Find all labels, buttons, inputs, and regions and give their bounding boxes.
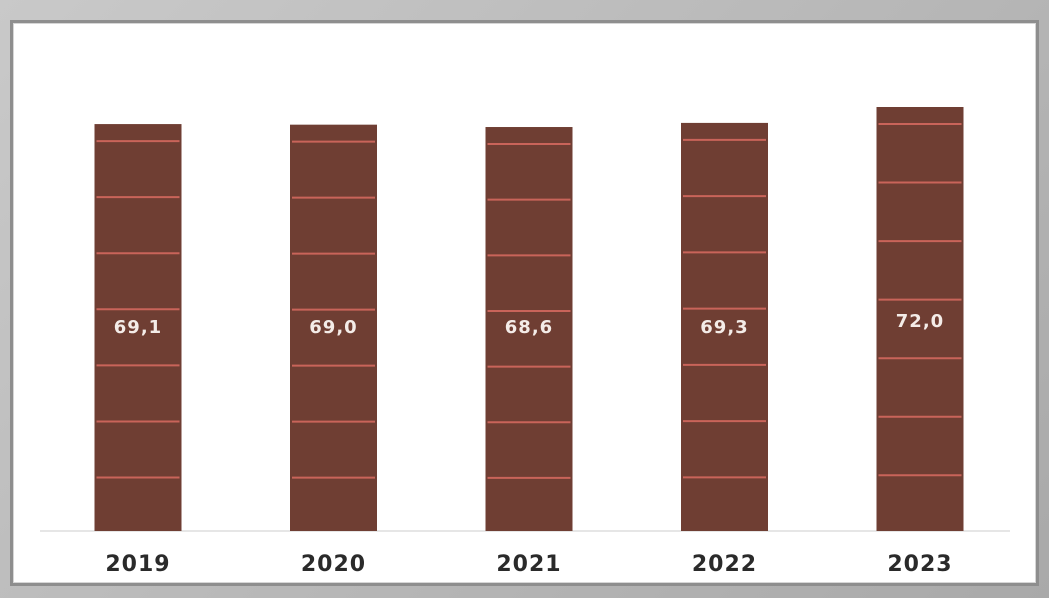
bar-2022 <box>681 122 768 532</box>
category-label-2023: 2023 <box>887 552 952 577</box>
value-label-2021: 68,6 <box>505 317 553 338</box>
value-label-2023: 72,0 <box>896 311 944 332</box>
category-label-2021: 2021 <box>496 552 561 577</box>
category-label-2022: 2022 <box>692 552 757 577</box>
bar-2020 <box>290 124 377 532</box>
category-label-2019: 2019 <box>105 552 170 577</box>
bar-2019 <box>94 124 182 532</box>
bar-2023 <box>876 107 964 531</box>
value-label-2019: 69,1 <box>114 317 162 338</box>
category-label-2020: 2020 <box>301 552 366 577</box>
bars-group <box>94 107 964 532</box>
value-labels-group: 69,1 69,0 68,6 69,3 72,0 <box>114 311 944 338</box>
category-labels-group: 2019 2020 2021 2022 2023 <box>105 552 952 577</box>
value-label-2022: 69,3 <box>700 317 748 338</box>
value-label-2020: 69,0 <box>309 317 357 338</box>
bar-2021 <box>485 127 573 532</box>
